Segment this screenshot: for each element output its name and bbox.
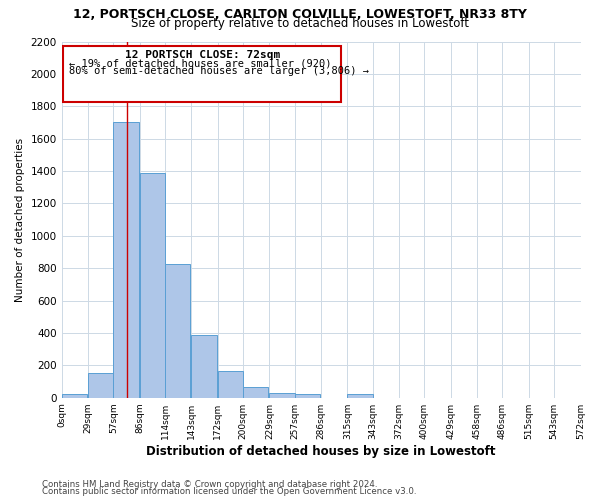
Text: Contains public sector information licensed under the Open Government Licence v3: Contains public sector information licen… bbox=[42, 487, 416, 496]
Bar bbox=[191, 336, 217, 398]
Bar bbox=[218, 371, 243, 398]
Bar bbox=[347, 394, 373, 398]
Text: 12 PORTSCH CLOSE: 72sqm: 12 PORTSCH CLOSE: 72sqm bbox=[125, 50, 280, 60]
Text: Contains HM Land Registry data © Crown copyright and database right 2024.: Contains HM Land Registry data © Crown c… bbox=[42, 480, 377, 489]
X-axis label: Distribution of detached houses by size in Lowestoft: Distribution of detached houses by size … bbox=[146, 444, 496, 458]
Bar bbox=[269, 393, 295, 398]
Bar bbox=[88, 372, 113, 398]
Bar bbox=[243, 387, 268, 398]
Text: 80% of semi-detached houses are larger (3,806) →: 80% of semi-detached houses are larger (… bbox=[69, 66, 369, 76]
Text: Size of property relative to detached houses in Lowestoft: Size of property relative to detached ho… bbox=[131, 18, 469, 30]
Bar bbox=[62, 394, 87, 398]
Y-axis label: Number of detached properties: Number of detached properties bbox=[15, 138, 25, 302]
Bar bbox=[295, 394, 320, 398]
Bar bbox=[64, 46, 341, 102]
Bar bbox=[165, 264, 190, 398]
Text: ← 19% of detached houses are smaller (920): ← 19% of detached houses are smaller (92… bbox=[69, 58, 331, 68]
Bar bbox=[140, 172, 165, 398]
Text: 12, PORTSCH CLOSE, CARLTON COLVILLE, LOWESTOFT, NR33 8TY: 12, PORTSCH CLOSE, CARLTON COLVILLE, LOW… bbox=[73, 8, 527, 20]
Bar bbox=[113, 122, 139, 398]
